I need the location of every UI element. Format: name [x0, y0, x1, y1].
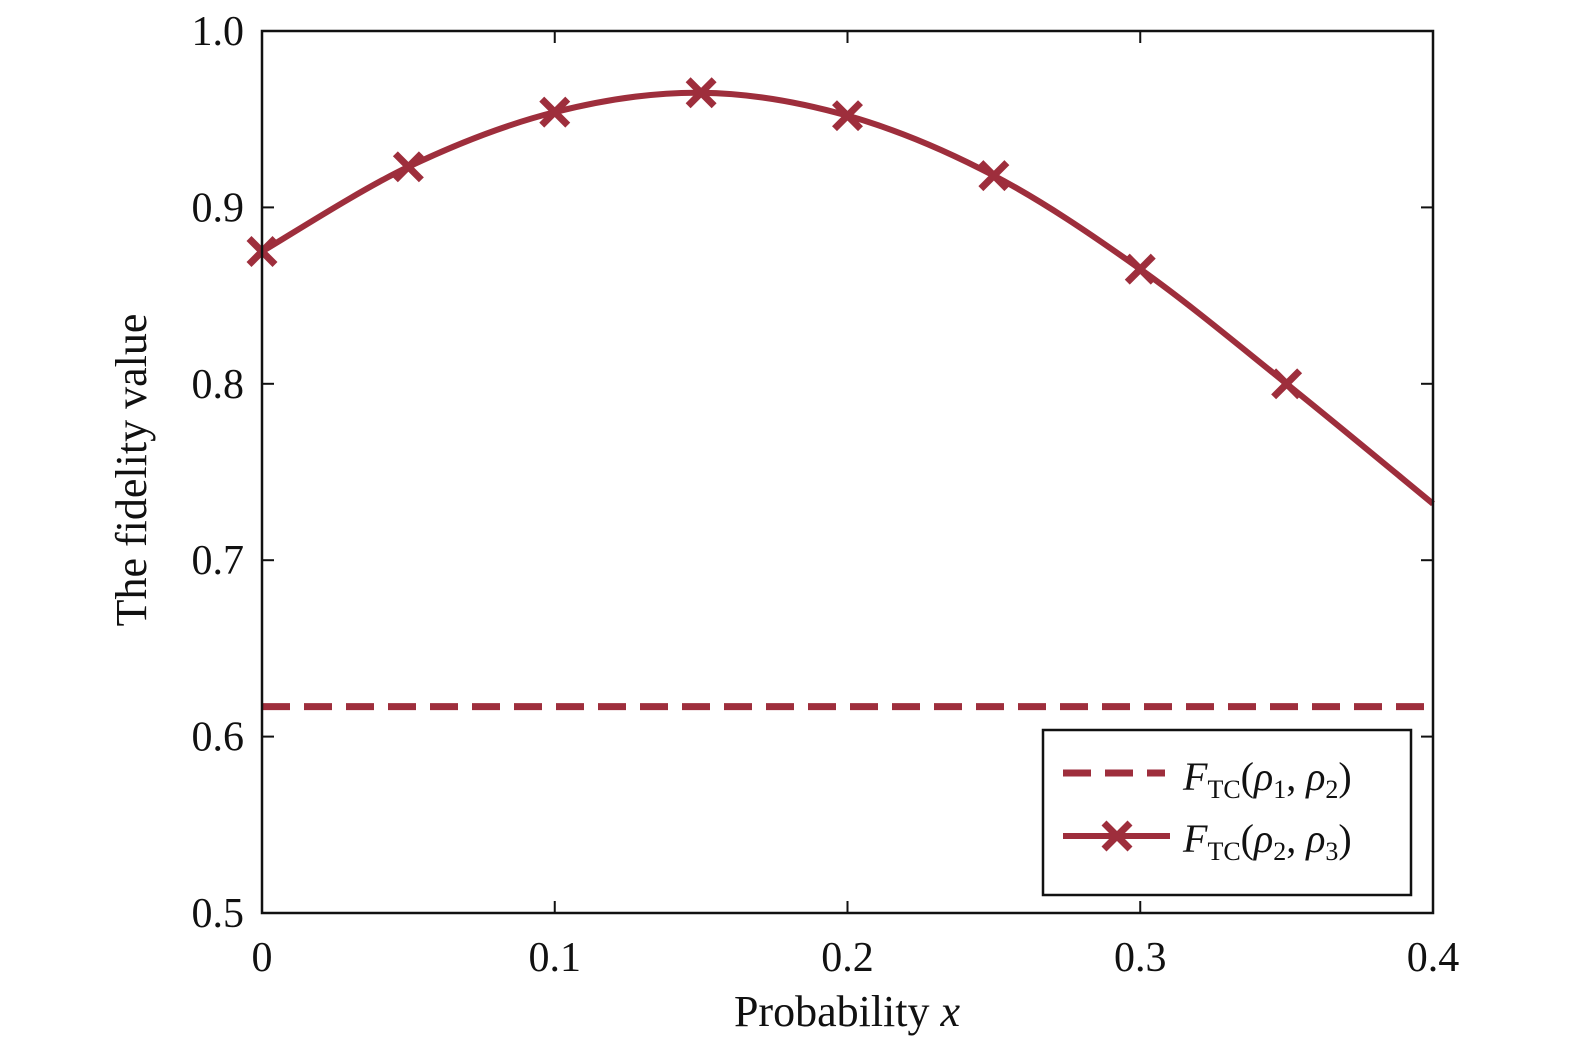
series-line-solid: [260, 89, 1435, 507]
x-tick-label: 0.4: [1407, 935, 1460, 981]
legend-entry-1: FTC(ρ1, ρ2): [1182, 754, 1352, 804]
x-tick-label: 0.1: [529, 935, 582, 981]
legend-marker-x-icon: [1101, 820, 1133, 852]
data-point-marker: [392, 151, 424, 183]
x-tick-label: 0: [252, 935, 273, 981]
legend: FTC(ρ1, ρ2) FTC(ρ2, ρ3): [1041, 728, 1413, 897]
x-axis-label-var: x: [940, 987, 961, 1036]
y-tick-label: 0.5: [192, 891, 245, 937]
y-tick-label: 0.7: [192, 538, 245, 584]
y-tick-label: 0.6: [192, 715, 245, 761]
data-point-marker: [978, 160, 1010, 192]
y-tick-label: 0.9: [192, 185, 245, 231]
x-axis-label: Probability x: [734, 987, 961, 1036]
data-point-marker: [832, 100, 863, 132]
legend-box: [1041, 728, 1413, 897]
y-axis-label: The fidelity value: [107, 314, 156, 627]
data-point-marker: [539, 96, 571, 128]
x-axis-label-text: Probability: [734, 987, 930, 1036]
data-point-marker: [1271, 368, 1303, 400]
x-tick-label: 0.3: [1114, 935, 1167, 981]
y-tick-label: 1.0: [192, 9, 245, 55]
series-layer: [246, 77, 1435, 711]
x-tick-label: 0.2: [821, 935, 874, 981]
y-tick-label: 0.8: [192, 362, 245, 408]
data-point-marker: [685, 77, 717, 109]
legend-entry-2: FTC(ρ2, ρ3): [1182, 816, 1352, 866]
data-point-marker: [1124, 253, 1156, 285]
axes-layer: 0 0.1 0.2 0.3 0.4 0.5 0.6 0.7 0.8 0.9 1.0: [192, 9, 1460, 981]
